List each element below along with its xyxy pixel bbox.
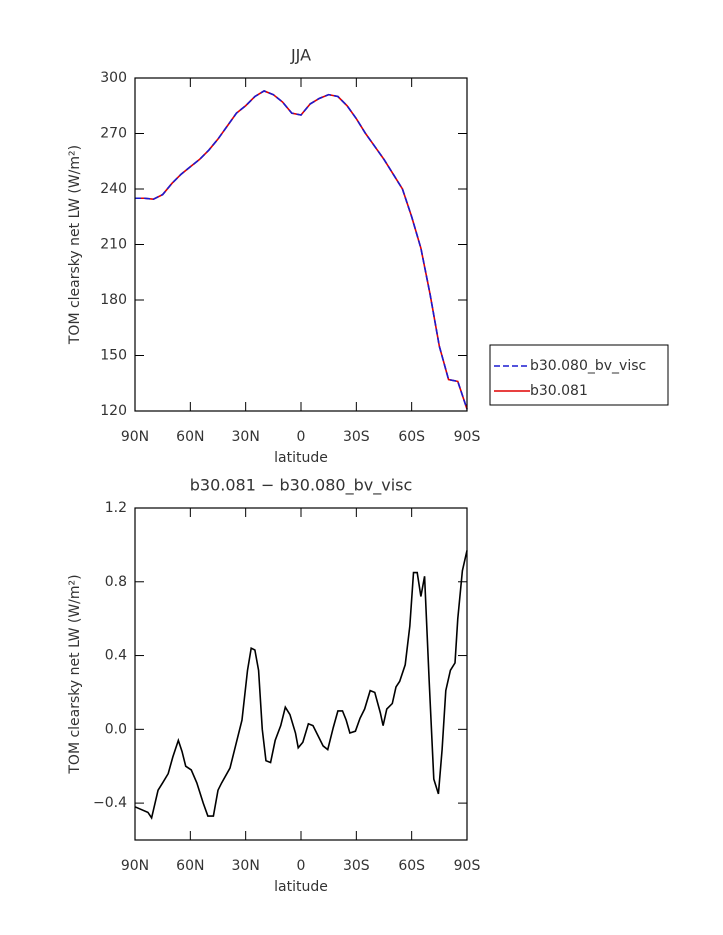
- x-tick-label: 60N: [176, 429, 204, 445]
- plot-frame: [134, 77, 468, 412]
- x-tick-label: 90N: [121, 858, 149, 874]
- x-tick-label: 90S: [454, 429, 481, 445]
- data-line: [135, 90, 468, 410]
- data-line: [134, 550, 468, 820]
- x-axis-label: latitude: [274, 879, 328, 895]
- y-tick-label: 0.0: [105, 721, 127, 737]
- plot-frame: [134, 507, 468, 841]
- y-tick-label: 0.4: [105, 648, 127, 664]
- x-tick-label: 60S: [398, 858, 425, 874]
- y-tick-label: −0.4: [93, 795, 127, 811]
- x-tick-label: 60N: [176, 858, 204, 874]
- x-axis-label: latitude: [274, 450, 328, 466]
- y-tick-label: 270: [100, 126, 127, 142]
- x-tick-label: 0: [297, 429, 306, 445]
- x-tick-label: 90S: [454, 858, 481, 874]
- y-tick-label: 1.2: [105, 500, 127, 516]
- y-tick-label: 180: [100, 292, 127, 308]
- data-line: [135, 90, 468, 410]
- legend-box: [489, 344, 669, 406]
- legend-label: b30.081: [530, 383, 588, 399]
- x-tick-label: 30S: [343, 429, 370, 445]
- x-tick-label: 0: [297, 858, 306, 874]
- chart-title: b30.081 − b30.080_bv_visc: [190, 476, 413, 496]
- chart-title: JJA: [290, 46, 311, 65]
- y-tick-label: 120: [100, 403, 127, 419]
- x-tick-label: 30N: [232, 858, 260, 874]
- y-tick-label: 240: [100, 181, 127, 197]
- legend-label: b30.080_bv_visc: [530, 358, 646, 374]
- y-tick-label: 210: [100, 237, 127, 253]
- x-tick-label: 30N: [232, 429, 260, 445]
- y-axis-label: TOM clearsky net LW (W/m²): [67, 574, 83, 774]
- x-tick-label: 30S: [343, 858, 370, 874]
- x-tick-label: 60S: [398, 429, 425, 445]
- y-axis-label: TOM clearsky net LW (W/m²): [67, 145, 83, 345]
- y-tick-label: 150: [100, 348, 127, 364]
- x-tick-label: 90N: [121, 429, 149, 445]
- y-tick-label: 300: [100, 70, 127, 86]
- y-tick-label: 0.8: [105, 574, 127, 590]
